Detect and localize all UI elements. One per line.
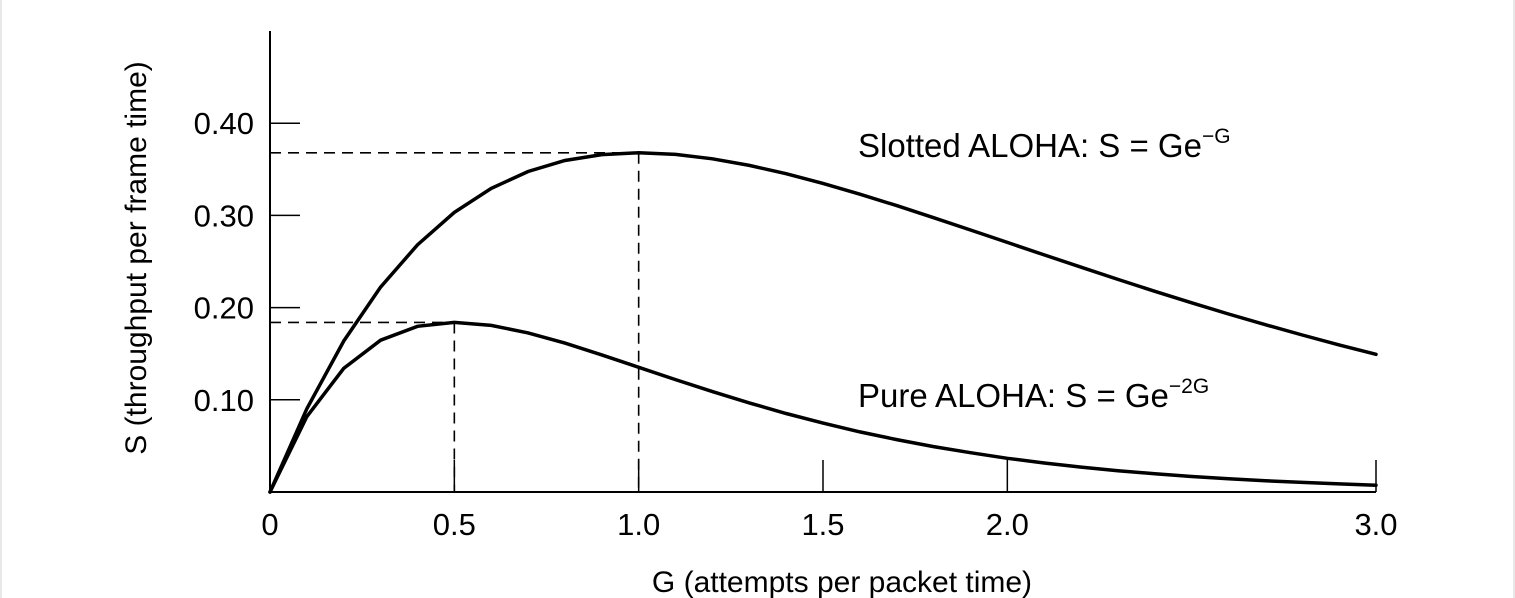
slotted-aloha-formula-label: Slotted ALOHA: S = Ge−G [858, 125, 1231, 164]
slotted-aloha-curve [268, 151, 1378, 494]
x-axis-label: G (attempts per packet time) [652, 566, 1032, 598]
x-tick-label: 0.5 [433, 507, 476, 542]
slotted-aloha-formula-text: Slotted ALOHA: S = Ge [858, 127, 1202, 164]
axis-ticks: 0.10 0.20 0.30 0.40 0 0.5 1.0 1.5 2.0 3.0 [194, 106, 1398, 542]
x-tick-label: 1.5 [801, 507, 844, 542]
x-tick-label: 2.0 [986, 507, 1029, 542]
y-tick-label: 0.20 [194, 291, 254, 326]
slotted-aloha-formula-exponent: −G [1202, 125, 1231, 148]
x-tick-label: 3.0 [1354, 507, 1397, 542]
x-tick-label: 0 [261, 507, 278, 542]
pure-aloha-formula-text: Pure ALOHA: S = Ge [858, 377, 1169, 414]
y-tick-label: 0.30 [194, 198, 254, 233]
y-tick-label: 0.10 [194, 383, 254, 418]
pure-aloha-curve [268, 320, 1378, 494]
peak-guide-lines [270, 151, 640, 492]
pure-aloha-formula-label: Pure ALOHA: S = Ge−2G [858, 375, 1209, 414]
x-tick-label: 1.0 [617, 507, 660, 542]
pure-aloha-formula-exponent: −2G [1169, 375, 1209, 398]
y-axis-label: S (throughput per frame time) [120, 61, 153, 455]
y-tick-label: 0.40 [194, 106, 254, 141]
series-curves [268, 151, 1378, 494]
